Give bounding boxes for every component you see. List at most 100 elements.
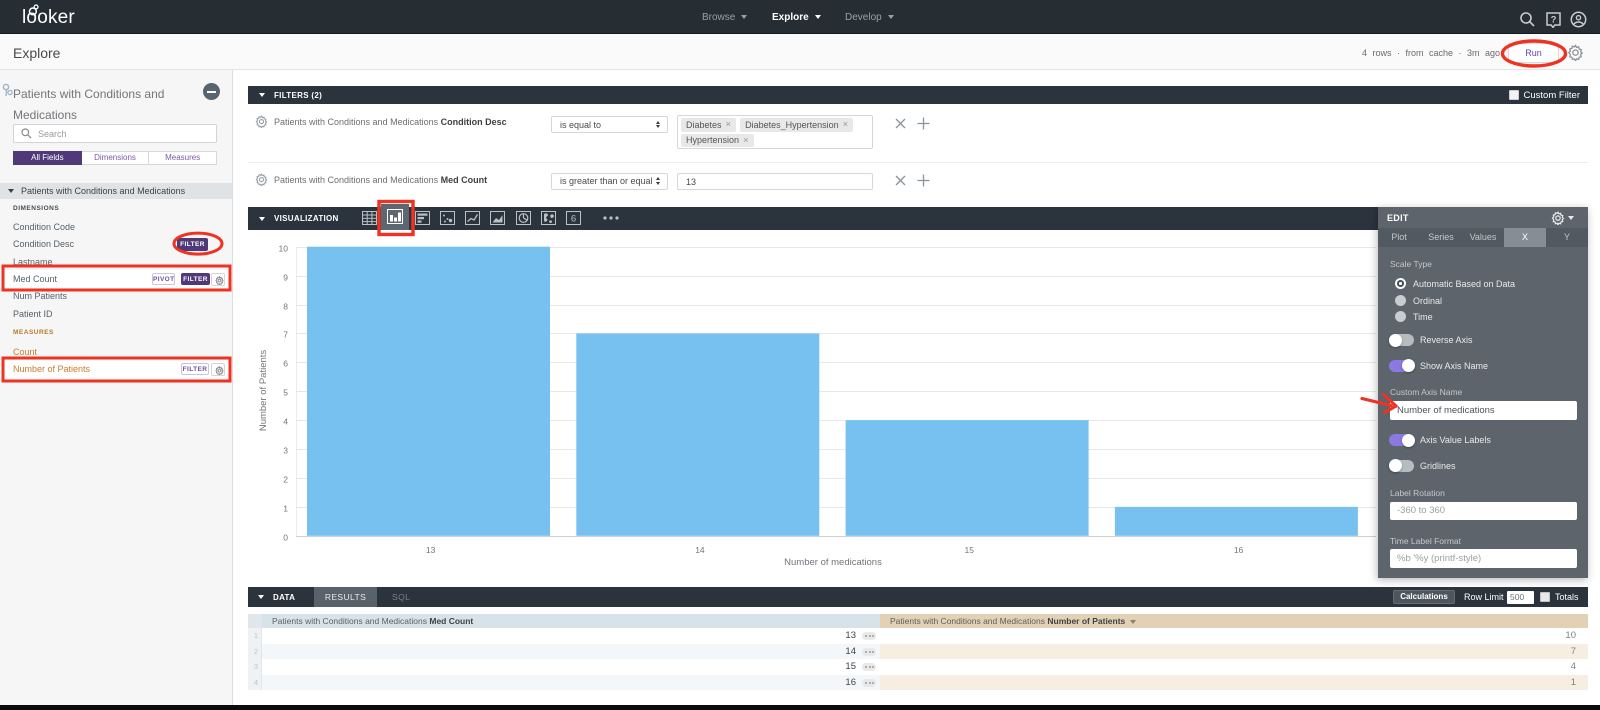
nav-explore[interactable]: Explore bbox=[772, 0, 821, 34]
svg-text:6: 6 bbox=[571, 214, 576, 225]
edit-panel-gear-menu[interactable] bbox=[1551, 211, 1577, 225]
radio-automatic-based-on-data[interactable]: Automatic Based on Data bbox=[1395, 278, 1515, 289]
tab-series[interactable]: Series bbox=[1428, 232, 1454, 242]
gridlines-toggle[interactable] bbox=[1388, 459, 1414, 472]
explore-title: Patients with Conditions and Medications bbox=[13, 87, 165, 122]
time-label-format-input[interactable] bbox=[1390, 549, 1577, 568]
data-section-bar[interactable]: DATA RESULTS SQL Calculations Row Limit … bbox=[248, 587, 1588, 607]
nav-develop[interactable]: Develop bbox=[845, 0, 894, 34]
tab-dimensions[interactable]: Dimensions bbox=[81, 151, 150, 165]
cell-menu-icon[interactable] bbox=[862, 647, 876, 656]
filter-operator-select[interactable]: is equal to bbox=[551, 116, 668, 133]
tab-values[interactable]: Values bbox=[1469, 232, 1497, 242]
number-of-patients-column-header[interactable]: Patients with Conditions and Medications… bbox=[880, 614, 1588, 628]
map-chart-icon[interactable] bbox=[536, 211, 561, 227]
chevron-down-icon bbox=[259, 93, 265, 97]
pivot-button[interactable]: PIVOT bbox=[152, 272, 175, 286]
remove-chip-icon[interactable]: × bbox=[842, 119, 849, 130]
more-viz-icon[interactable] bbox=[598, 211, 623, 227]
filter-button[interactable]: FILTER bbox=[177, 238, 208, 251]
cell-menu-icon[interactable] bbox=[862, 678, 876, 687]
field-med-count: Med Count PIVOT FILTER bbox=[0, 270, 232, 288]
filter-gear-icon[interactable] bbox=[255, 173, 268, 186]
collapse-sidebar-button[interactable] bbox=[203, 83, 220, 100]
run-button[interactable]: Run bbox=[1508, 43, 1559, 63]
filter-values-box[interactable]: Diabetes × Diabetes_Hypertension × Hyperte… bbox=[677, 115, 873, 149]
table-row: 4 16 1 bbox=[248, 674, 1588, 690]
area-chart-icon[interactable] bbox=[485, 211, 510, 227]
remove-filter-icon[interactable] bbox=[895, 175, 906, 186]
label-rotation-input[interactable] bbox=[1390, 501, 1577, 520]
add-filter-icon[interactable] bbox=[917, 174, 930, 187]
search-icon[interactable] bbox=[1519, 11, 1536, 28]
svg-text:2: 2 bbox=[283, 474, 288, 484]
bar[interactable] bbox=[1114, 506, 1358, 536]
field-gear-icon[interactable] bbox=[211, 272, 225, 286]
show-axis-name-toggle[interactable] bbox=[1389, 359, 1415, 372]
show-axis-name-row: Show Axis Name bbox=[1389, 359, 1488, 372]
filter-button[interactable]: FILTER bbox=[181, 272, 210, 286]
field-gear-icon[interactable] bbox=[211, 362, 225, 376]
filter-gear-icon[interactable] bbox=[255, 115, 268, 128]
looker-logo-bubbles-icon bbox=[28, 4, 39, 16]
filter-button[interactable]: FILTER bbox=[181, 362, 209, 376]
sort-desc-icon bbox=[1130, 619, 1137, 624]
tab-x-axis[interactable]: X bbox=[1504, 228, 1546, 247]
bar[interactable] bbox=[307, 246, 550, 536]
nav-browse[interactable]: Browse bbox=[702, 0, 748, 34]
row-limit-input[interactable] bbox=[1507, 590, 1534, 604]
cell-menu-icon[interactable] bbox=[862, 632, 876, 640]
svg-text:0: 0 bbox=[283, 532, 288, 542]
pie-chart-icon[interactable] bbox=[511, 211, 536, 227]
custom-filter-checkbox[interactable] bbox=[1508, 90, 1519, 100]
add-filter-icon[interactable] bbox=[917, 117, 930, 130]
bar[interactable] bbox=[576, 333, 820, 536]
field-lastname: Lastname bbox=[13, 256, 53, 267]
calculations-button[interactable]: Calculations bbox=[1393, 590, 1455, 604]
axis-value-labels-toggle[interactable] bbox=[1389, 433, 1415, 447]
single-value-icon[interactable]: 6 bbox=[561, 211, 586, 227]
tab-results[interactable]: RESULTS bbox=[314, 587, 377, 607]
looker-logo[interactable]: looker bbox=[22, 7, 75, 28]
remove-filter-icon[interactable] bbox=[895, 118, 906, 129]
svg-text:10: 10 bbox=[279, 243, 289, 253]
filter-value-input[interactable]: 13 bbox=[677, 172, 873, 190]
measures-group-label: MEASURES bbox=[13, 329, 54, 336]
account-icon[interactable] bbox=[1570, 11, 1587, 28]
gear-icon[interactable] bbox=[1567, 44, 1584, 61]
remove-chip-icon[interactable]: × bbox=[743, 134, 749, 146]
radio-time[interactable]: Time bbox=[1395, 311, 1433, 322]
remove-chip-icon[interactable]: × bbox=[725, 119, 732, 130]
chevron-down-icon bbox=[814, 15, 821, 19]
visualization-section-bar[interactable]: VISUALIZATION bbox=[248, 207, 1588, 230]
column-chart-icon[interactable] bbox=[410, 211, 435, 227]
bar[interactable] bbox=[845, 420, 1089, 536]
reverse-axis-toggle[interactable] bbox=[1388, 333, 1414, 347]
bar-chart: 0 1 2 3 4 5 6 7 8 9 10 13 14 15 16 bbox=[279, 243, 1377, 555]
field-search-input[interactable]: Search bbox=[13, 124, 217, 143]
tab-plot[interactable]: Plot bbox=[1391, 232, 1407, 242]
table-chart-icon[interactable] bbox=[357, 211, 382, 227]
field-num-patients: Num Patients bbox=[13, 291, 68, 302]
bar-chart-icon[interactable] bbox=[381, 204, 409, 230]
radio-ordinal[interactable]: Ordinal bbox=[1395, 295, 1442, 306]
help-icon[interactable]: ? bbox=[1545, 11, 1562, 28]
custom-axis-name-input[interactable] bbox=[1390, 400, 1577, 420]
tab-y-axis[interactable]: Y bbox=[1563, 232, 1570, 242]
chevron-down-icon bbox=[258, 595, 264, 599]
bottom-window-edge bbox=[0, 705, 1600, 710]
chevron-down-icon bbox=[8, 189, 14, 193]
tab-sql[interactable]: SQL bbox=[392, 592, 411, 602]
toggle-knob bbox=[1401, 433, 1415, 447]
cell-menu-icon[interactable] bbox=[862, 663, 876, 671]
med-count-column-header[interactable]: Patients with Conditions and Medications… bbox=[262, 614, 880, 628]
filters-section-bar[interactable]: FILTERS (2) Custom Filter bbox=[248, 86, 1588, 104]
line-chart-icon[interactable] bbox=[460, 211, 485, 227]
tab-measures[interactable]: Measures bbox=[149, 151, 218, 165]
filter-operator-select[interactable]: is greater than or equal bbox=[551, 172, 668, 190]
totals-checkbox[interactable] bbox=[1540, 592, 1550, 602]
view-section-header[interactable]: Patients with Conditions and Medications bbox=[0, 183, 232, 199]
tab-all-fields[interactable]: All Fields bbox=[13, 151, 82, 165]
svg-text:4: 4 bbox=[283, 416, 288, 426]
scatter-chart-icon[interactable] bbox=[435, 211, 460, 227]
